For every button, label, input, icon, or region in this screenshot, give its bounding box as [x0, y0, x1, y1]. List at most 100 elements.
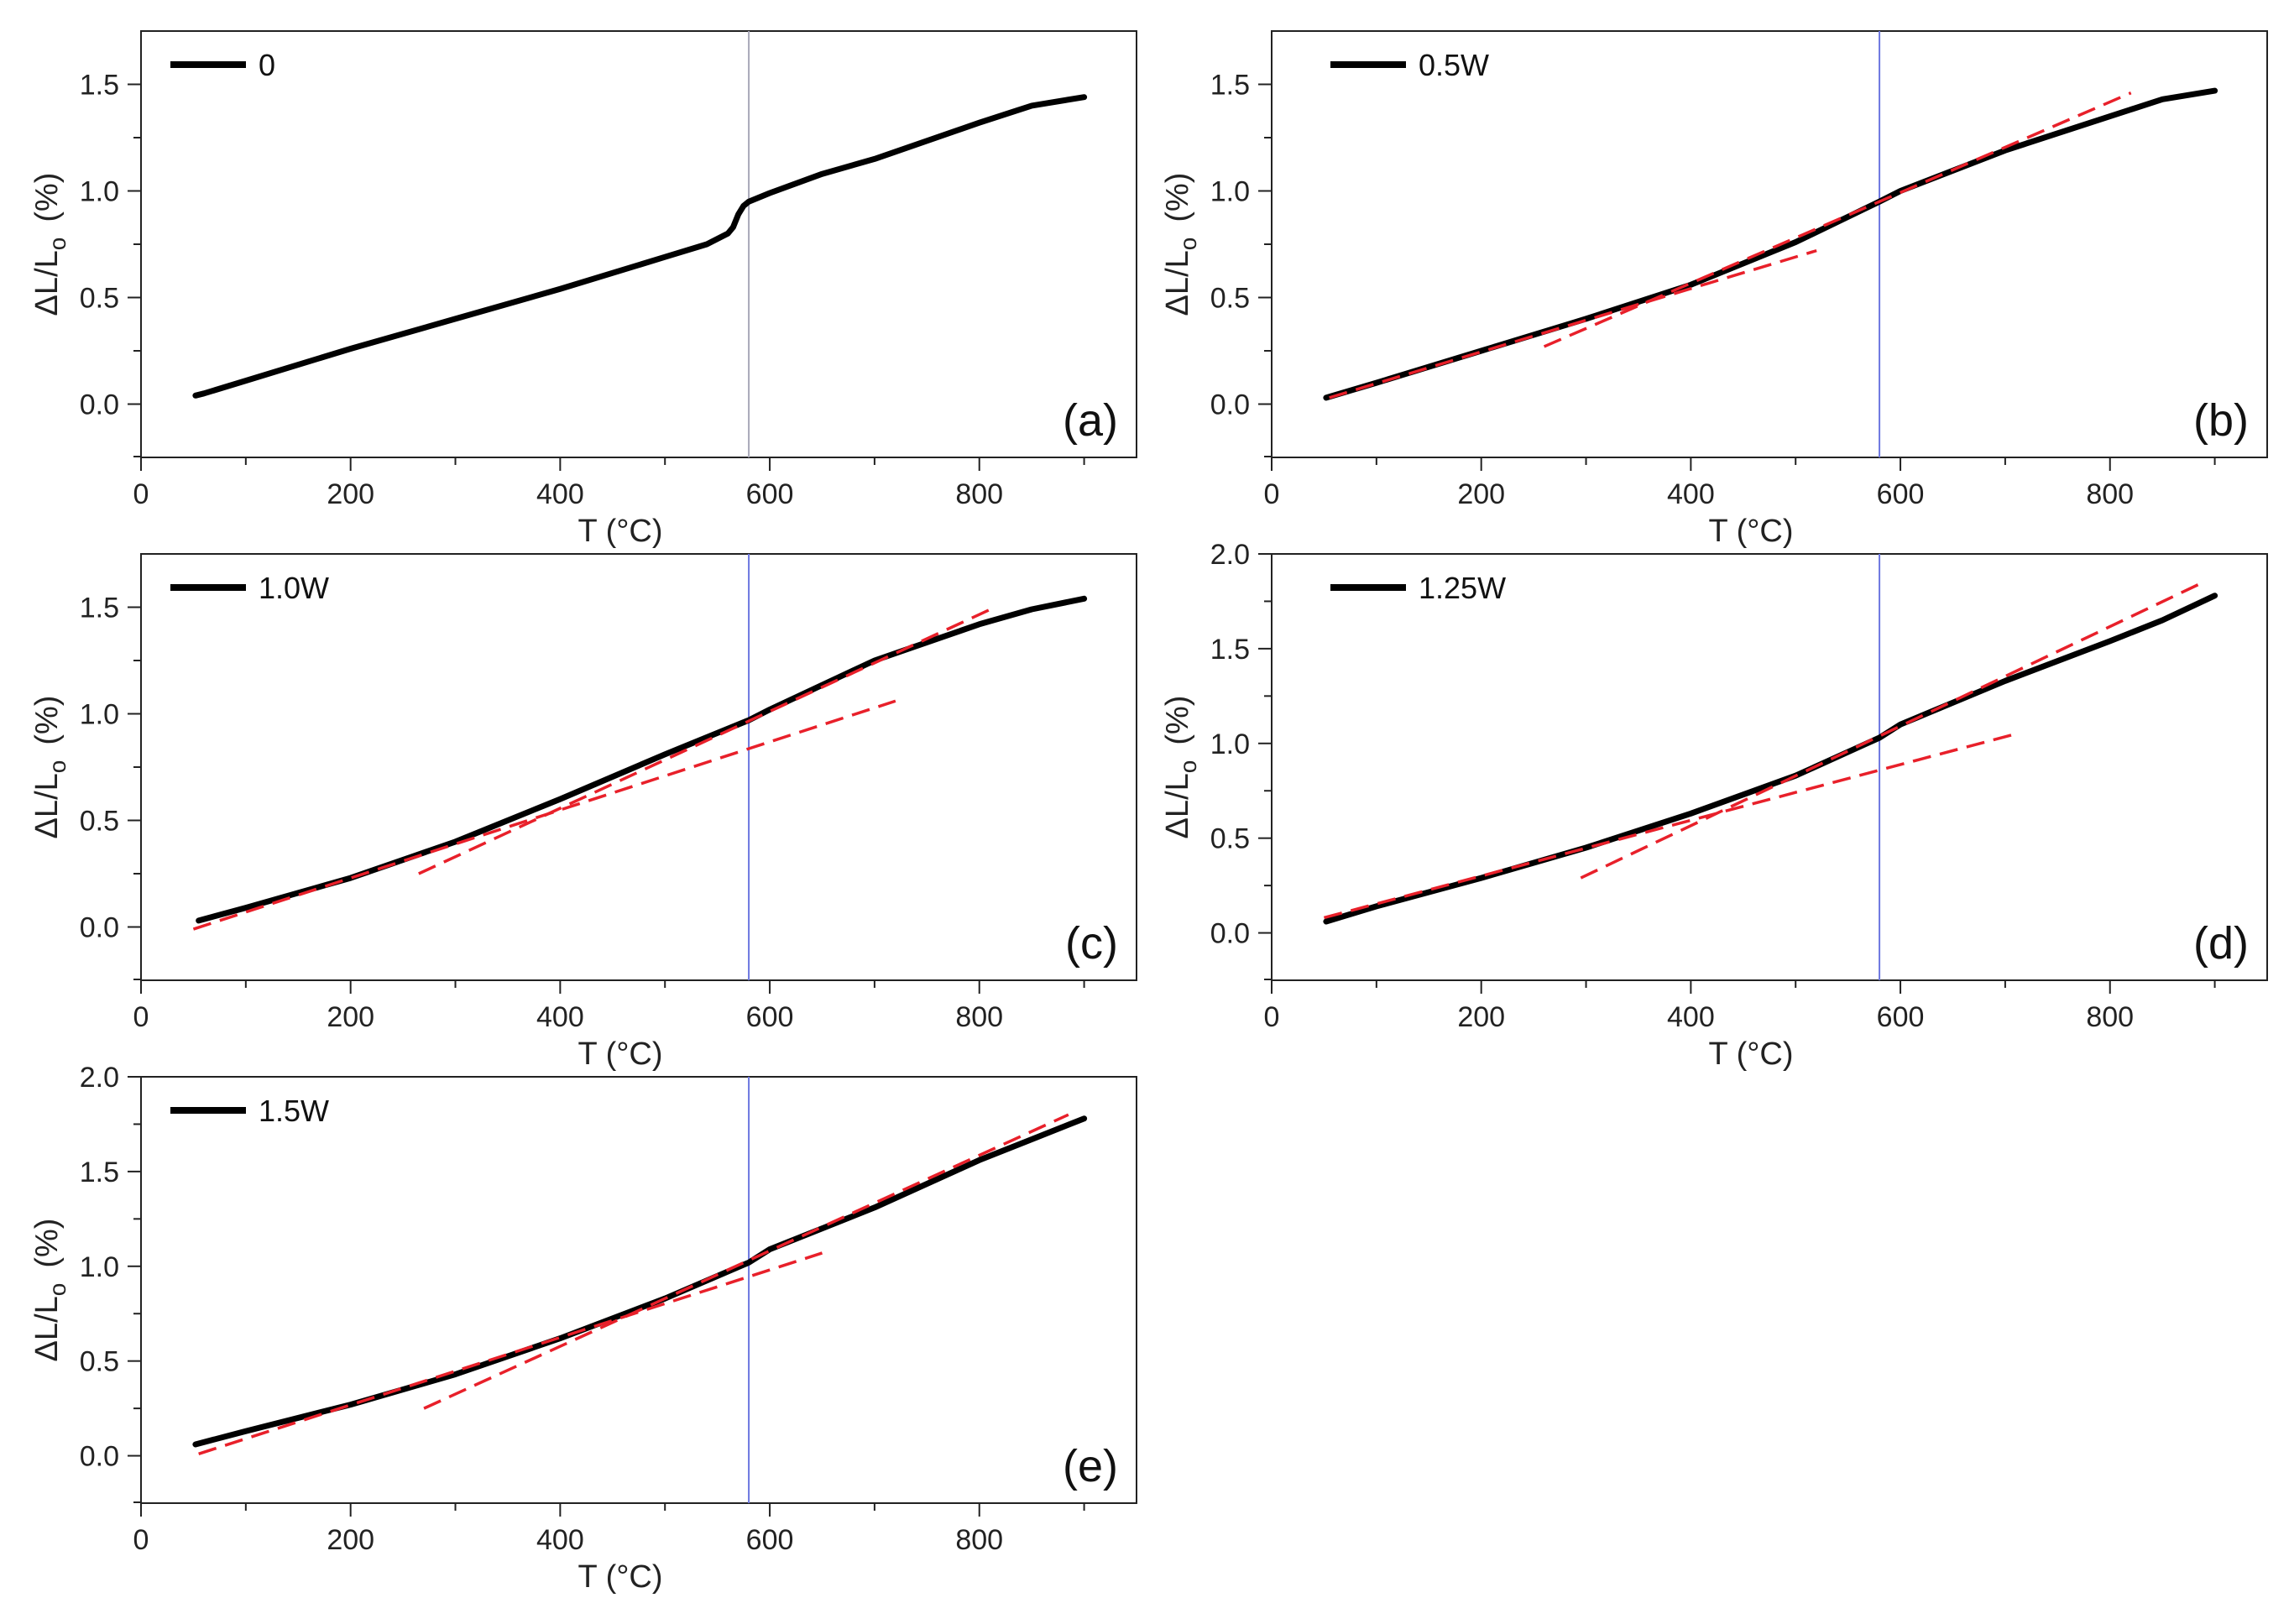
fit-line: [418, 605, 996, 875]
x-axis-title: T (°C): [577, 1559, 662, 1595]
y-axis-title-subscript: o: [44, 760, 71, 774]
x-axis-title: T (°C): [577, 1037, 662, 1072]
y-axis-title: ΔL/Lo (%): [29, 173, 71, 316]
y-tick-label: 0.5: [80, 1346, 119, 1378]
x-tick-label: 0: [133, 1001, 149, 1033]
x-tick-label: 200: [327, 1001, 374, 1033]
fit-line: [423, 1113, 1069, 1410]
y-axis-title: ΔL/Lo (%): [29, 1219, 71, 1362]
y-axis-title: ΔL/Lo (%): [1160, 696, 1201, 839]
y-tick-label: 0.5: [1210, 283, 1250, 315]
y-tick-label: 1.5: [80, 593, 119, 624]
x-tick-label: 600: [746, 1001, 794, 1033]
x-tick-label: 800: [955, 478, 1003, 510]
y-axis-title-unit: (%): [1160, 173, 1195, 222]
chart-panel: 0 200 400 600 800 0.0 0.5 1.0 1.5 T (°C) ΔL/Lo (%) 1…: [29, 553, 1137, 1072]
x-tick-label: 800: [2086, 1001, 2134, 1033]
x-tick-label: 200: [327, 1524, 374, 1556]
y-tick-label: 1.0: [80, 1251, 119, 1283]
x-axis-title: T (°C): [1708, 514, 1793, 549]
y-axis-title: ΔL/Lo (%): [1160, 173, 1201, 316]
y-axis-title-unit: (%): [29, 696, 65, 745]
y-tick-label: 2.0: [1210, 539, 1250, 571]
legend-label: 1.0W: [259, 571, 329, 605]
y-tick-label: 1.5: [80, 1157, 119, 1188]
plot-frame: [140, 1076, 1137, 1504]
y-axis-title-subscript: o: [44, 238, 71, 251]
x-tick-label: 600: [1877, 478, 1925, 510]
x-tick-label: 0: [133, 1524, 149, 1556]
y-axis-title-main: ΔL/L: [1160, 773, 1195, 838]
plot-frame: [1271, 553, 2268, 981]
y-tick-label: 1.0: [1210, 728, 1250, 760]
y-axis-title-unit: (%): [29, 1219, 65, 1268]
y-tick-label: 1.5: [1210, 70, 1250, 102]
x-tick-label: 0: [1264, 478, 1280, 510]
y-tick-label: 1.0: [1210, 176, 1250, 208]
x-axis-title: T (°C): [577, 514, 662, 549]
series-line: [192, 1115, 1088, 1448]
fit-line: [1329, 248, 1817, 399]
y-axis-title-main: ΔL/L: [29, 250, 65, 316]
x-tick-label: 600: [746, 1524, 794, 1556]
x-tick-label: 800: [955, 1524, 1003, 1556]
x-tick-label: 400: [536, 1524, 584, 1556]
y-axis-title-unit: (%): [29, 173, 65, 222]
y-tick-label: 0.5: [1210, 823, 1250, 855]
legend-label: 1.5W: [259, 1094, 329, 1128]
panel-label: (d): [2193, 918, 2249, 969]
y-tick-label: 1.5: [80, 70, 119, 102]
y-axis-title-unit: (%): [1160, 696, 1195, 745]
x-tick-label: 0: [133, 478, 149, 510]
y-axis-title: ΔL/Lo (%): [29, 696, 71, 839]
y-axis-title-main: ΔL/L: [29, 1296, 65, 1361]
panel-label: (a): [1063, 395, 1118, 446]
y-tick-label: 2.0: [80, 1062, 119, 1094]
series-line: [196, 595, 1088, 924]
panel-label: (e): [1063, 1441, 1118, 1491]
y-axis-title-main: ΔL/L: [29, 773, 65, 838]
y-tick-label: 0.0: [80, 912, 119, 944]
y-tick-label: 0.5: [80, 806, 119, 838]
y-axis-title-subscript: o: [1175, 238, 1201, 251]
y-tick-label: 0.5: [80, 283, 119, 315]
x-tick-label: 400: [1667, 1001, 1715, 1033]
chart-panel: 0 200 400 600 800 0.0 0.5 1.0 1.5 2.0 T (°C) ΔL/Lo (…: [1160, 539, 2268, 1072]
x-axis-title: T (°C): [1708, 1037, 1793, 1072]
y-tick-label: 0.0: [80, 1441, 119, 1473]
y-tick-label: 1.0: [80, 176, 119, 208]
x-tick-label: 800: [955, 1001, 1003, 1033]
plot-frame: [1271, 30, 2268, 458]
x-tick-label: 0: [1264, 1001, 1280, 1033]
x-tick-label: 400: [536, 478, 584, 510]
x-tick-label: 400: [1667, 478, 1715, 510]
x-tick-label: 200: [1457, 1001, 1505, 1033]
y-axis-title-main: ΔL/L: [1160, 250, 1195, 316]
chart-panel: 0 200 400 600 800 0.0 0.5 1.0 1.5 T (°C) ΔL/Lo (%) 0…: [1160, 30, 2268, 549]
fit-line: [1543, 91, 2132, 348]
panel-label: (c): [1065, 918, 1118, 969]
y-tick-label: 0.0: [1210, 389, 1250, 421]
x-tick-label: 200: [327, 478, 374, 510]
fit-line: [1580, 582, 2200, 880]
x-tick-label: 200: [1457, 478, 1505, 510]
x-tick-label: 600: [746, 478, 794, 510]
plot-frame: [140, 30, 1137, 458]
legend-label: 0.5W: [1419, 48, 1489, 82]
series-line: [1323, 87, 2218, 401]
y-tick-label: 1.5: [1210, 634, 1250, 666]
legend-label: 0: [259, 48, 275, 82]
y-axis-title-subscript: o: [1175, 760, 1201, 774]
x-tick-label: 600: [1877, 1001, 1925, 1033]
y-tick-label: 1.0: [80, 699, 119, 731]
panel-label: (b): [2193, 395, 2249, 446]
chart-panel: 0 200 400 600 800 0.0 0.5 1.0 1.5 T (°C) ΔL/Lo (%) 0…: [29, 30, 1137, 549]
y-tick-label: 0.0: [80, 389, 119, 421]
x-tick-label: 800: [2086, 478, 2134, 510]
fit-line: [1323, 732, 2016, 920]
series-line: [1323, 593, 2218, 925]
y-axis-title-subscript: o: [44, 1283, 71, 1297]
series-line: [192, 94, 1088, 399]
x-tick-label: 400: [536, 1001, 584, 1033]
